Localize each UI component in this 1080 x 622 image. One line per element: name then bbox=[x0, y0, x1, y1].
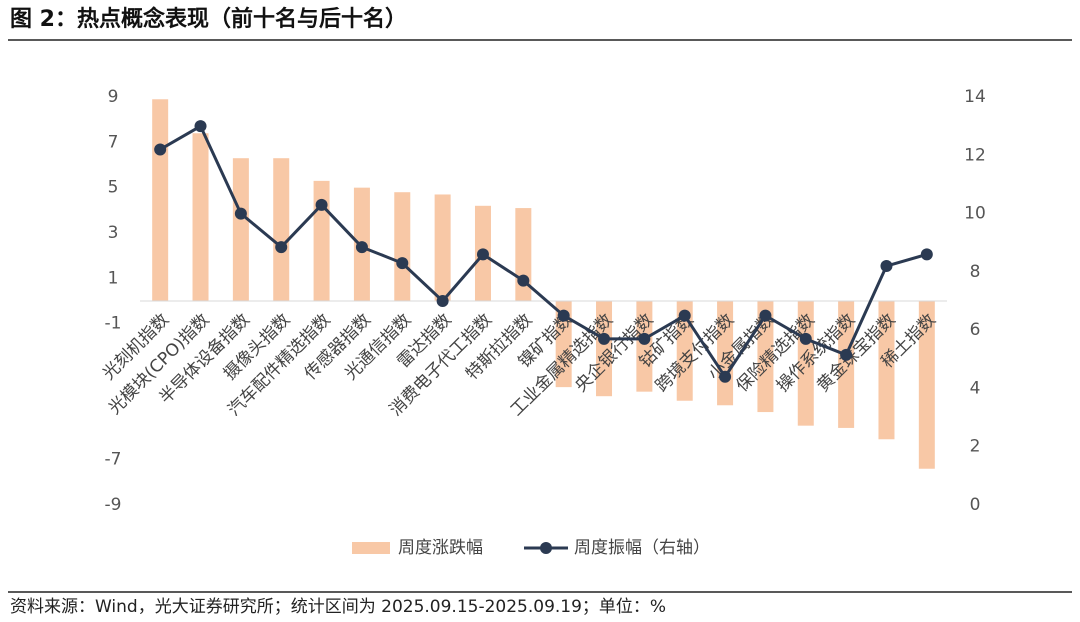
y2-tick-label: 6 bbox=[970, 320, 981, 340]
y-tick-label: -1 bbox=[105, 314, 122, 334]
bar bbox=[152, 99, 169, 302]
line-point bbox=[315, 198, 328, 211]
line-point bbox=[719, 370, 732, 383]
line-point bbox=[275, 241, 288, 254]
bar bbox=[878, 301, 895, 440]
line-point bbox=[880, 260, 893, 273]
line-point bbox=[234, 207, 247, 220]
line-point bbox=[759, 309, 772, 322]
line-series bbox=[159, 124, 928, 380]
bar bbox=[394, 192, 411, 301]
legend-label: 周度振幅（右轴） bbox=[574, 538, 710, 558]
y2-tick-label: 4 bbox=[970, 378, 981, 398]
line-point bbox=[476, 248, 489, 261]
bar bbox=[757, 301, 774, 413]
bar bbox=[636, 301, 653, 392]
line-point bbox=[396, 257, 409, 270]
line-point bbox=[194, 120, 207, 133]
bar bbox=[918, 301, 935, 469]
bar bbox=[232, 158, 249, 301]
line-point bbox=[799, 332, 812, 345]
bar bbox=[434, 194, 451, 301]
bar bbox=[555, 301, 572, 388]
source-note: 资料来源：Wind，光大证券研究所；统计区间为 2025.09.15-2025.… bbox=[10, 597, 666, 617]
bar bbox=[596, 301, 613, 397]
bar bbox=[676, 301, 693, 401]
y2-tick-label: 12 bbox=[964, 145, 986, 165]
y2-tick-label: 0 bbox=[970, 495, 981, 515]
legend-swatch bbox=[352, 542, 390, 554]
bar bbox=[192, 133, 209, 301]
line-point bbox=[436, 295, 449, 307]
legend-label: 周度涨跌幅 bbox=[398, 538, 483, 558]
bar bbox=[273, 158, 290, 301]
y-tick-label: 5 bbox=[108, 178, 119, 198]
y2-tick-label: 14 bbox=[964, 87, 986, 107]
y-tick-label: -7 bbox=[105, 450, 122, 470]
line-point bbox=[638, 332, 651, 345]
y-tick-label: 7 bbox=[108, 132, 119, 152]
chart-title: 图 2：热点概念表现（前十名与后十名） bbox=[10, 6, 407, 32]
bar bbox=[838, 301, 855, 428]
y-tick-label: 3 bbox=[108, 223, 119, 243]
bar bbox=[797, 301, 814, 426]
line-point bbox=[678, 309, 691, 322]
y-tick-label: 9 bbox=[108, 87, 119, 107]
legend-swatch-point bbox=[540, 542, 552, 554]
y2-tick-label: 2 bbox=[970, 437, 981, 457]
line-point bbox=[154, 143, 167, 156]
line-point bbox=[517, 274, 530, 287]
y2-tick-label: 10 bbox=[964, 204, 986, 224]
y2-tick-label: 8 bbox=[970, 262, 981, 282]
line-point bbox=[598, 332, 611, 345]
line-point bbox=[840, 348, 853, 361]
line-point bbox=[557, 309, 570, 322]
y-tick-label: 1 bbox=[108, 268, 119, 288]
y-tick-label: -9 bbox=[105, 495, 122, 515]
line-point bbox=[355, 241, 368, 254]
line-point bbox=[920, 248, 933, 261]
